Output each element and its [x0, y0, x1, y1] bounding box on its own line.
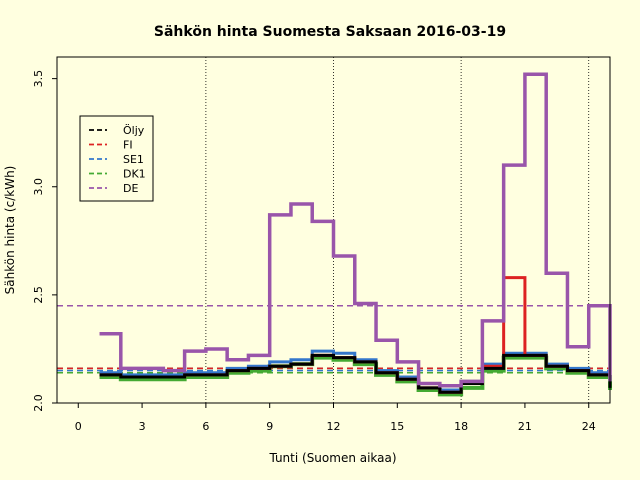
x-tick-label-0: 0: [75, 420, 82, 433]
legend-label-1: FI: [123, 139, 133, 152]
series-line-2: [99, 349, 612, 392]
x-tick-label-12: 12: [327, 420, 341, 433]
x-tick-label-15: 15: [390, 420, 404, 433]
legend-label-0: Öljy: [123, 124, 145, 137]
x-tick-label-24: 24: [582, 420, 596, 433]
series-line-4: [99, 72, 612, 388]
y-tick-label-2: 3.0: [32, 178, 45, 196]
series-line-0: [99, 353, 612, 394]
x-tick-label-18: 18: [454, 420, 468, 433]
x-axis-label: Tunti (Suomen aikaa): [268, 451, 396, 465]
x-tick-label-3: 3: [139, 420, 146, 433]
x-tick-label-6: 6: [202, 420, 209, 433]
y-tick-label-3: 3.5: [32, 70, 45, 88]
legend-label-2: SE1: [123, 153, 144, 166]
chart-title: Sähkön hinta Suomesta Saksaan 2016-03-19: [154, 24, 506, 40]
series-lines: [99, 72, 612, 397]
y-tick-label-1: 2.5: [32, 286, 45, 304]
y-axis-label: Sähkön hinta (c/kWh): [3, 166, 17, 295]
legend-label-4: DE: [123, 182, 138, 195]
x-axis: 0 3 6 9 12 15 18 21 24: [75, 403, 596, 433]
x-tick-label-21: 21: [518, 420, 532, 433]
y-axis: 2.0 2.5 3.0 3.5: [32, 70, 57, 412]
x-tick-label-9: 9: [266, 420, 273, 433]
y-tick-label-0: 2.0: [32, 394, 45, 412]
legend-label-3: DK1: [123, 168, 146, 181]
